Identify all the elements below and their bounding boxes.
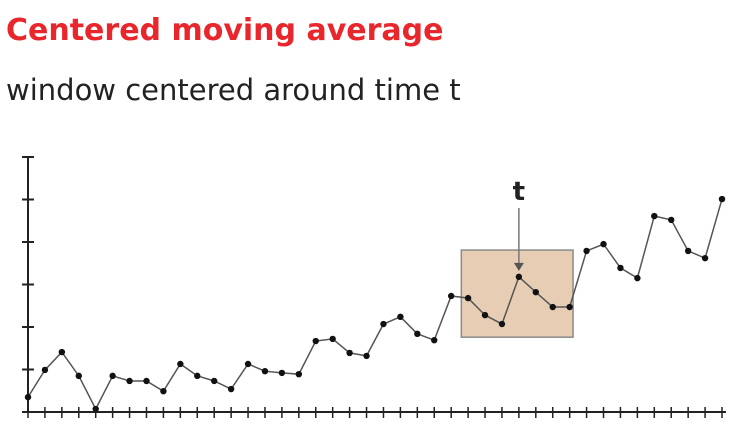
data-point <box>617 264 624 272</box>
data-point <box>194 372 201 380</box>
data-point <box>464 294 472 302</box>
data-point <box>363 352 370 360</box>
data-point <box>431 336 438 344</box>
data-point <box>109 372 116 380</box>
chart-subtitle: window centered around time t <box>6 73 461 107</box>
data-point <box>346 349 353 357</box>
chart-title: Centered moving average <box>6 13 443 48</box>
data-point <box>177 360 184 368</box>
data-point <box>447 292 455 300</box>
data-point <box>566 303 573 311</box>
data-point <box>380 320 387 328</box>
data-point <box>210 377 218 385</box>
data-point <box>634 274 641 282</box>
data-point <box>92 405 99 413</box>
series-line <box>27 198 723 411</box>
data-point <box>498 320 506 328</box>
arrow-head <box>513 262 524 271</box>
data-point <box>684 247 692 255</box>
data-point <box>532 288 540 296</box>
data-point <box>41 366 49 374</box>
data-point <box>515 273 523 281</box>
data-point <box>58 348 66 356</box>
annotation-label: t <box>513 177 525 207</box>
data-point <box>160 387 167 395</box>
data-point <box>295 370 303 378</box>
data-point <box>278 369 286 377</box>
data-point <box>126 377 133 385</box>
data-point <box>261 368 269 375</box>
data-point <box>600 240 607 248</box>
data-point <box>75 372 82 380</box>
data-point <box>244 360 252 368</box>
data-point <box>651 212 658 220</box>
data-point <box>143 377 150 385</box>
data-point <box>668 216 675 224</box>
data-point <box>397 313 404 320</box>
data-point <box>583 247 590 255</box>
data-point <box>718 195 726 203</box>
data-point <box>329 335 336 343</box>
data-point <box>701 254 709 262</box>
data-point <box>549 303 556 311</box>
data-point <box>481 311 489 319</box>
data-point <box>227 385 235 393</box>
data-point <box>312 337 319 345</box>
data-point <box>414 330 421 337</box>
data-point <box>24 393 32 401</box>
